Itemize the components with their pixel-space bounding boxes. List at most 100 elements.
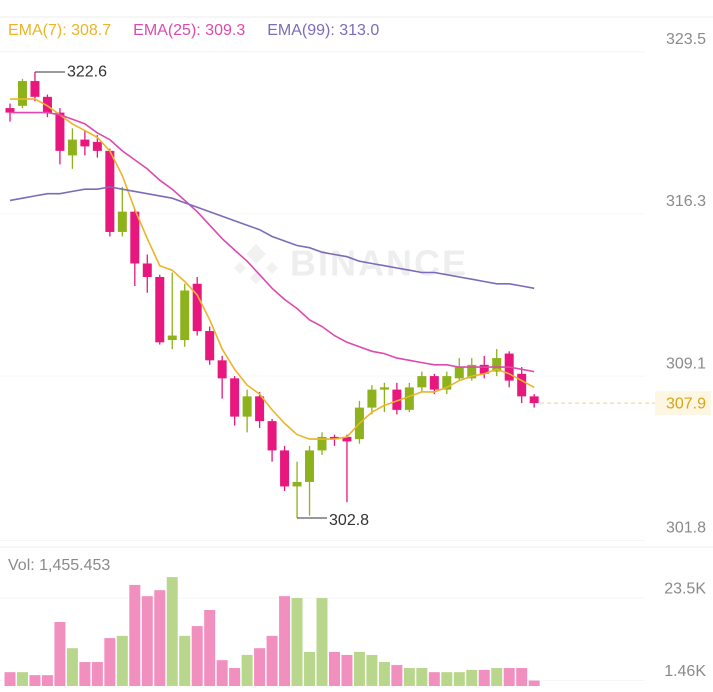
candle-body: [217, 360, 227, 379]
volume-bar: [403, 668, 415, 686]
candle-body: [242, 396, 252, 417]
volume-bar: [191, 626, 203, 686]
volume-bar: [279, 596, 291, 686]
candle-body: [529, 396, 539, 404]
watermark-icon: [234, 244, 278, 284]
volume-bar: [254, 648, 266, 686]
volume-bar: [528, 680, 540, 686]
candle-body: [5, 108, 15, 113]
volume-bar: [378, 662, 390, 686]
ema-line: [10, 111, 535, 373]
volume-bar: [154, 590, 166, 686]
volume-bar: [41, 675, 53, 686]
volume-bar: [391, 665, 403, 686]
volume-bar: [104, 638, 116, 686]
volume-bar: [353, 651, 365, 686]
candle-body: [305, 450, 315, 482]
volume-bar: [428, 672, 440, 686]
volume-bar: [216, 660, 228, 686]
volume-bar: [91, 662, 103, 686]
candle-body: [255, 396, 265, 422]
candle-body: [479, 364, 489, 374]
candle-body: [55, 112, 65, 151]
candle-body: [17, 81, 27, 106]
volume-bar: [141, 596, 153, 686]
volume-bar: [328, 651, 340, 686]
legend-entry: EMA(99): 313.0: [267, 22, 379, 39]
candle-body: [42, 96, 52, 113]
volume-bar: [453, 672, 465, 686]
volume-bar: [29, 675, 41, 686]
volume-bar: [304, 651, 316, 686]
candle-body: [280, 450, 290, 487]
volume-bar: [466, 669, 478, 686]
candle-body: [492, 358, 502, 372]
candle-body: [205, 331, 215, 361]
volume-label: Vol: 1,455.453: [8, 557, 110, 574]
candle-body: [67, 139, 77, 156]
volume-bar: [291, 598, 303, 686]
candle-body: [30, 81, 40, 97]
volume-bar: [241, 654, 253, 686]
ema-line: [9, 186, 535, 290]
volume-bar: [316, 598, 328, 686]
volume-bar: [229, 668, 241, 686]
volume-bar: [491, 668, 503, 686]
volume-bar: [366, 654, 378, 686]
volume-bar: [116, 635, 128, 686]
volume-bar: [441, 672, 453, 686]
ema-line: [10, 98, 535, 440]
last-price-label: 307.9: [666, 395, 706, 412]
y-tick-label: 323.5: [666, 31, 706, 48]
legend-entry: EMA(7): 308.7: [8, 22, 111, 39]
candle-body: [105, 150, 115, 232]
volume-bar: [266, 635, 278, 686]
candle-body: [117, 211, 127, 232]
candle-body: [155, 276, 165, 343]
volume-bar: [4, 672, 16, 686]
candle-body: [80, 139, 90, 147]
candle-body: [404, 387, 414, 410]
candle-body: [267, 421, 277, 451]
candle-body: [192, 283, 202, 332]
volume-bar: [166, 577, 178, 686]
candle-body: [429, 376, 439, 390]
candle-body: [392, 389, 402, 410]
volume-bar: [204, 610, 216, 686]
candle-body: [167, 335, 177, 341]
volume-bar: [503, 668, 515, 686]
volume-tick-label: 23.5K: [664, 580, 706, 597]
candle-body: [342, 436, 352, 442]
candle-body: [379, 387, 389, 390]
candle-body: [142, 263, 152, 277]
volume-bar: [341, 654, 353, 686]
candle-body: [454, 367, 464, 379]
high-label: 322.6: [67, 63, 107, 80]
candle-body: [317, 436, 327, 451]
volume-bar: [478, 669, 490, 686]
y-tick-label: 301.8: [666, 520, 706, 537]
candle-body: [230, 378, 240, 417]
volume-bar: [79, 662, 91, 686]
candle-body: [367, 389, 377, 408]
candle-body: [417, 376, 427, 388]
y-tick-label: 316.3: [666, 193, 706, 210]
candle-body: [467, 364, 477, 379]
y-tick-label: 309.1: [666, 355, 706, 372]
volume-bar: [179, 635, 191, 686]
candle-body: [180, 290, 190, 341]
volume-bar: [416, 668, 428, 686]
candle-body: [292, 481, 302, 487]
candle-body: [442, 376, 452, 390]
candle-body: [329, 436, 339, 440]
legend-entry: EMA(25): 309.3: [133, 22, 245, 39]
watermark: BINANCE: [290, 243, 468, 284]
volume-bar: [54, 621, 66, 686]
volume-tick-label: 1.46K: [664, 663, 706, 680]
candle-body: [92, 141, 102, 151]
volume-bar: [129, 584, 141, 686]
low-label: 302.8: [329, 512, 369, 529]
candle-body: [130, 211, 140, 264]
